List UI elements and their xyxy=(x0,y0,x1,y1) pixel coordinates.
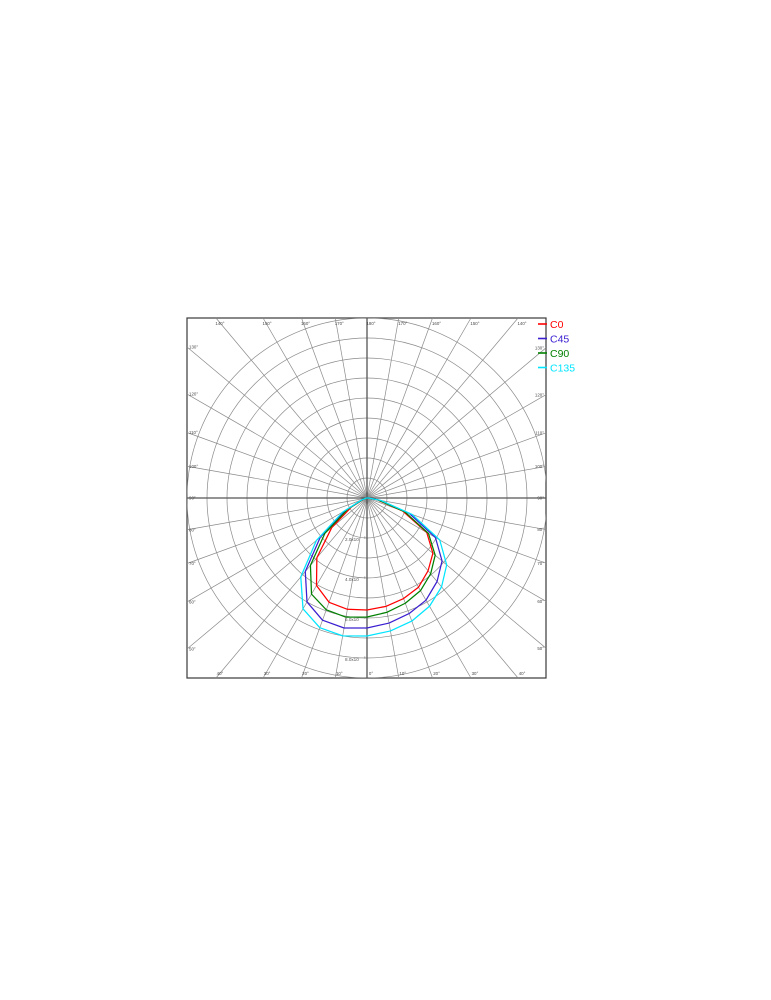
angle-tick-label: 120° xyxy=(535,392,544,397)
svg-text:3: 3 xyxy=(364,576,366,580)
angle-tick-label: 100° xyxy=(189,464,198,469)
radial-tick-label: 2.0x10 3 xyxy=(345,536,366,543)
angle-tick-label: 50° xyxy=(537,646,544,651)
angle-tick-label: 70° xyxy=(537,561,544,566)
legend-label-c0: C0 xyxy=(550,319,564,331)
svg-text:8.0x10: 8.0x10 xyxy=(345,657,359,662)
legend-label-c45: C45 xyxy=(550,334,569,346)
angle-tick-label: 90° xyxy=(537,496,544,501)
radial-tick-label: 8.0x10 3 xyxy=(345,656,366,663)
angle-tick-label: 170° xyxy=(335,321,344,326)
angle-tick-label: 90° xyxy=(189,496,196,501)
angle-tick-label: 10° xyxy=(336,671,343,676)
angle-tick-label: 30° xyxy=(472,671,479,676)
angle-tick-label: 20° xyxy=(302,671,309,676)
angle-tick-label: 30° xyxy=(264,671,271,676)
angle-tick-label: 130° xyxy=(535,345,544,350)
legend-label-c90: C90 xyxy=(550,348,569,360)
angle-tick-label: 120° xyxy=(189,392,198,397)
angle-tick-label: 150° xyxy=(470,321,479,326)
angle-tick-label: 20° xyxy=(433,671,440,676)
angle-tick-label: 80° xyxy=(189,527,196,532)
angle-tick-label: 60° xyxy=(189,600,196,605)
angle-tick-label: 40° xyxy=(519,671,526,676)
angle-tick-label: 130° xyxy=(189,345,198,350)
angle-tick-label: 0° xyxy=(369,671,373,676)
chart-legend: C0 C45 C90 C135 xyxy=(538,319,575,375)
angle-tick-label: 50° xyxy=(189,647,196,652)
intensity-curve-c135 xyxy=(300,497,448,637)
legend-item-c90[interactable]: C90 xyxy=(538,348,569,360)
angle-tick-label: 80° xyxy=(537,527,544,532)
intensity-curves xyxy=(300,497,448,637)
intensity-curve-c45 xyxy=(304,497,443,629)
angle-tick-label: 70° xyxy=(189,561,196,566)
intensity-curve-c90 xyxy=(309,497,436,618)
svg-text:2.0x10: 2.0x10 xyxy=(345,537,359,542)
angle-tick-label: 150° xyxy=(263,321,272,326)
angle-tick-label: 40° xyxy=(217,671,224,676)
radial-tick-label: 4.0x10 3 xyxy=(345,576,366,583)
svg-text:4.0x10: 4.0x10 xyxy=(345,577,359,582)
angle-tick-label: 170° xyxy=(398,321,407,326)
angle-tick-label: 110° xyxy=(535,430,544,435)
svg-text:3: 3 xyxy=(364,536,366,540)
legend-item-c0[interactable]: C0 xyxy=(538,319,564,331)
svg-text:6.0x10: 6.0x10 xyxy=(345,617,359,622)
svg-text:3: 3 xyxy=(364,656,366,660)
angle-tick-label: 180° xyxy=(366,321,375,326)
legend-item-c45[interactable]: C45 xyxy=(538,334,569,346)
angle-tick-label: 160° xyxy=(432,321,441,326)
angle-tick-label: 140° xyxy=(215,321,224,326)
angle-tick-label: 140° xyxy=(517,321,526,326)
angle-tick-label: 60° xyxy=(537,599,544,604)
intensity-curve-c0 xyxy=(315,497,434,611)
angle-tick-label: 110° xyxy=(189,430,198,435)
angle-tick-labels: 140° 150° 160° 170° 180° 170° 160° 150° 140° 40° 3… xyxy=(189,321,544,676)
angle-tick-label: 10° xyxy=(399,671,406,676)
angle-tick-label: 100° xyxy=(535,464,544,469)
legend-label-c135: C135 xyxy=(550,363,575,375)
legend-item-c135[interactable]: C135 xyxy=(538,363,575,375)
angle-tick-label: 160° xyxy=(301,321,310,326)
